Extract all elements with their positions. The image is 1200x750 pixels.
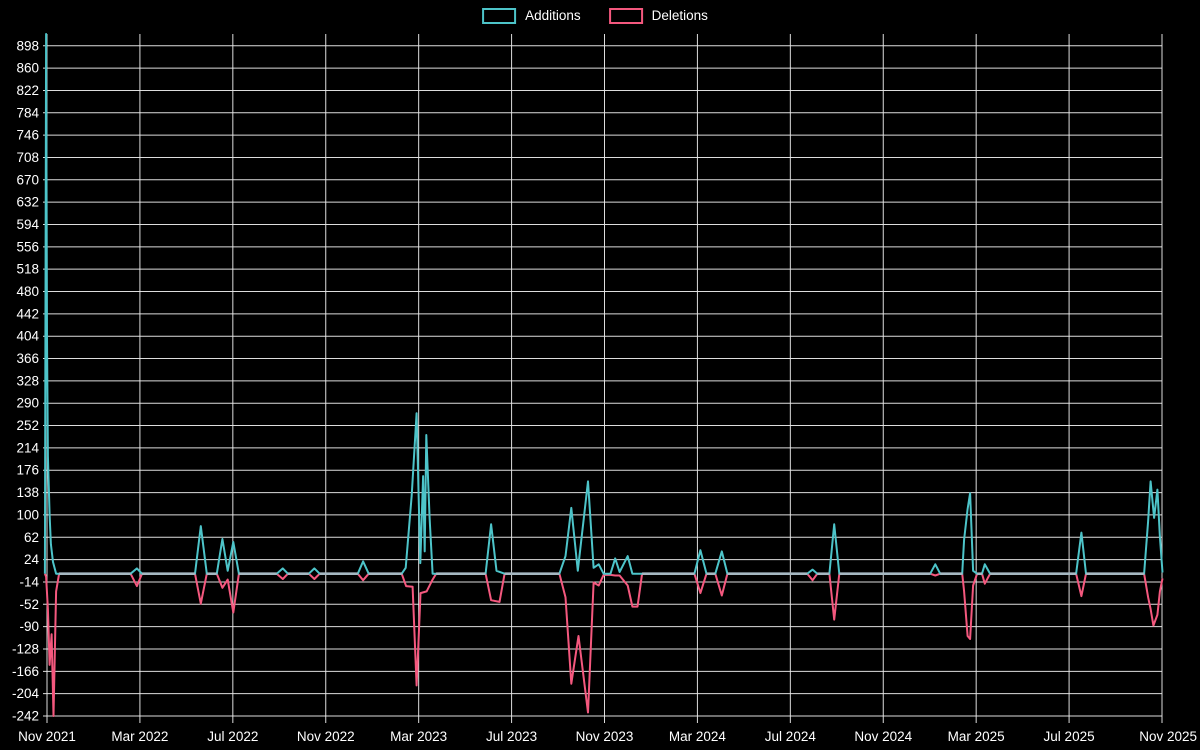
- additions-line: [43, 33, 1164, 575]
- svg-text:62: 62: [24, 530, 39, 545]
- svg-text:-242: -242: [12, 709, 39, 724]
- svg-text:822: 822: [16, 83, 39, 98]
- svg-text:24: 24: [24, 552, 40, 567]
- svg-text:Nov 2021: Nov 2021: [18, 729, 76, 744]
- legend-item-additions[interactable]: Additions: [482, 7, 581, 25]
- svg-text:-14: -14: [19, 574, 39, 589]
- svg-text:214: 214: [16, 440, 39, 455]
- svg-text:898: 898: [16, 38, 39, 53]
- svg-text:290: 290: [16, 396, 39, 411]
- svg-text:Jul 2025: Jul 2025: [1044, 729, 1095, 744]
- svg-text:-166: -166: [12, 664, 39, 679]
- svg-text:Mar 2022: Mar 2022: [111, 729, 168, 744]
- y-gridlines: [43, 45, 1162, 717]
- svg-text:Jul 2024: Jul 2024: [765, 729, 817, 744]
- svg-text:442: 442: [16, 306, 39, 321]
- svg-text:632: 632: [16, 195, 39, 210]
- deletions-swatch-icon: [608, 8, 643, 24]
- svg-text:746: 746: [16, 128, 39, 143]
- svg-text:860: 860: [16, 61, 39, 76]
- deletions-line: [43, 572, 1164, 717]
- svg-text:-90: -90: [19, 619, 39, 634]
- svg-text:Mar 2023: Mar 2023: [390, 729, 447, 744]
- legend-item-deletions[interactable]: Deletions: [608, 7, 708, 25]
- svg-text:Mar 2024: Mar 2024: [669, 729, 727, 744]
- svg-text:138: 138: [16, 485, 39, 500]
- svg-text:594: 594: [16, 217, 39, 232]
- svg-text:404: 404: [16, 329, 39, 344]
- svg-text:480: 480: [16, 284, 39, 299]
- svg-text:Nov 2022: Nov 2022: [297, 729, 355, 744]
- svg-text:Nov 2024: Nov 2024: [854, 729, 912, 744]
- svg-text:252: 252: [16, 418, 39, 433]
- svg-text:366: 366: [16, 351, 39, 366]
- x-tick-labels: Nov 2021 Mar 2022 Jul 2022 Nov 2022 Mar 2023…: [18, 729, 1197, 744]
- svg-text:-52: -52: [19, 597, 39, 612]
- svg-text:708: 708: [16, 150, 39, 165]
- y-tick-labels: 898 860 822 784 746 708 670 632 594 556 518 480 442 4…: [12, 38, 40, 723]
- chart-legend: Additions Deletions: [482, 7, 708, 25]
- svg-text:518: 518: [16, 262, 39, 277]
- svg-text:556: 556: [16, 239, 39, 254]
- svg-text:784: 784: [16, 105, 39, 120]
- svg-text:-204: -204: [12, 686, 40, 701]
- additions-legend-label: Additions: [525, 8, 581, 23]
- svg-text:-128: -128: [12, 641, 39, 656]
- svg-text:Jul 2023: Jul 2023: [486, 729, 537, 744]
- svg-text:Nov 2023: Nov 2023: [576, 729, 634, 744]
- svg-text:328: 328: [16, 373, 39, 388]
- deletions-legend-label: Deletions: [651, 8, 708, 23]
- x-gridlines: [46, 34, 1163, 723]
- svg-text:100: 100: [16, 507, 39, 522]
- svg-text:Mar 2025: Mar 2025: [948, 729, 1005, 744]
- svg-text:670: 670: [16, 172, 39, 187]
- additions-swatch-icon: [482, 8, 517, 24]
- svg-text:Nov 2025: Nov 2025: [1139, 729, 1197, 744]
- svg-text:176: 176: [16, 463, 39, 478]
- svg-text:Jul 2022: Jul 2022: [207, 729, 258, 744]
